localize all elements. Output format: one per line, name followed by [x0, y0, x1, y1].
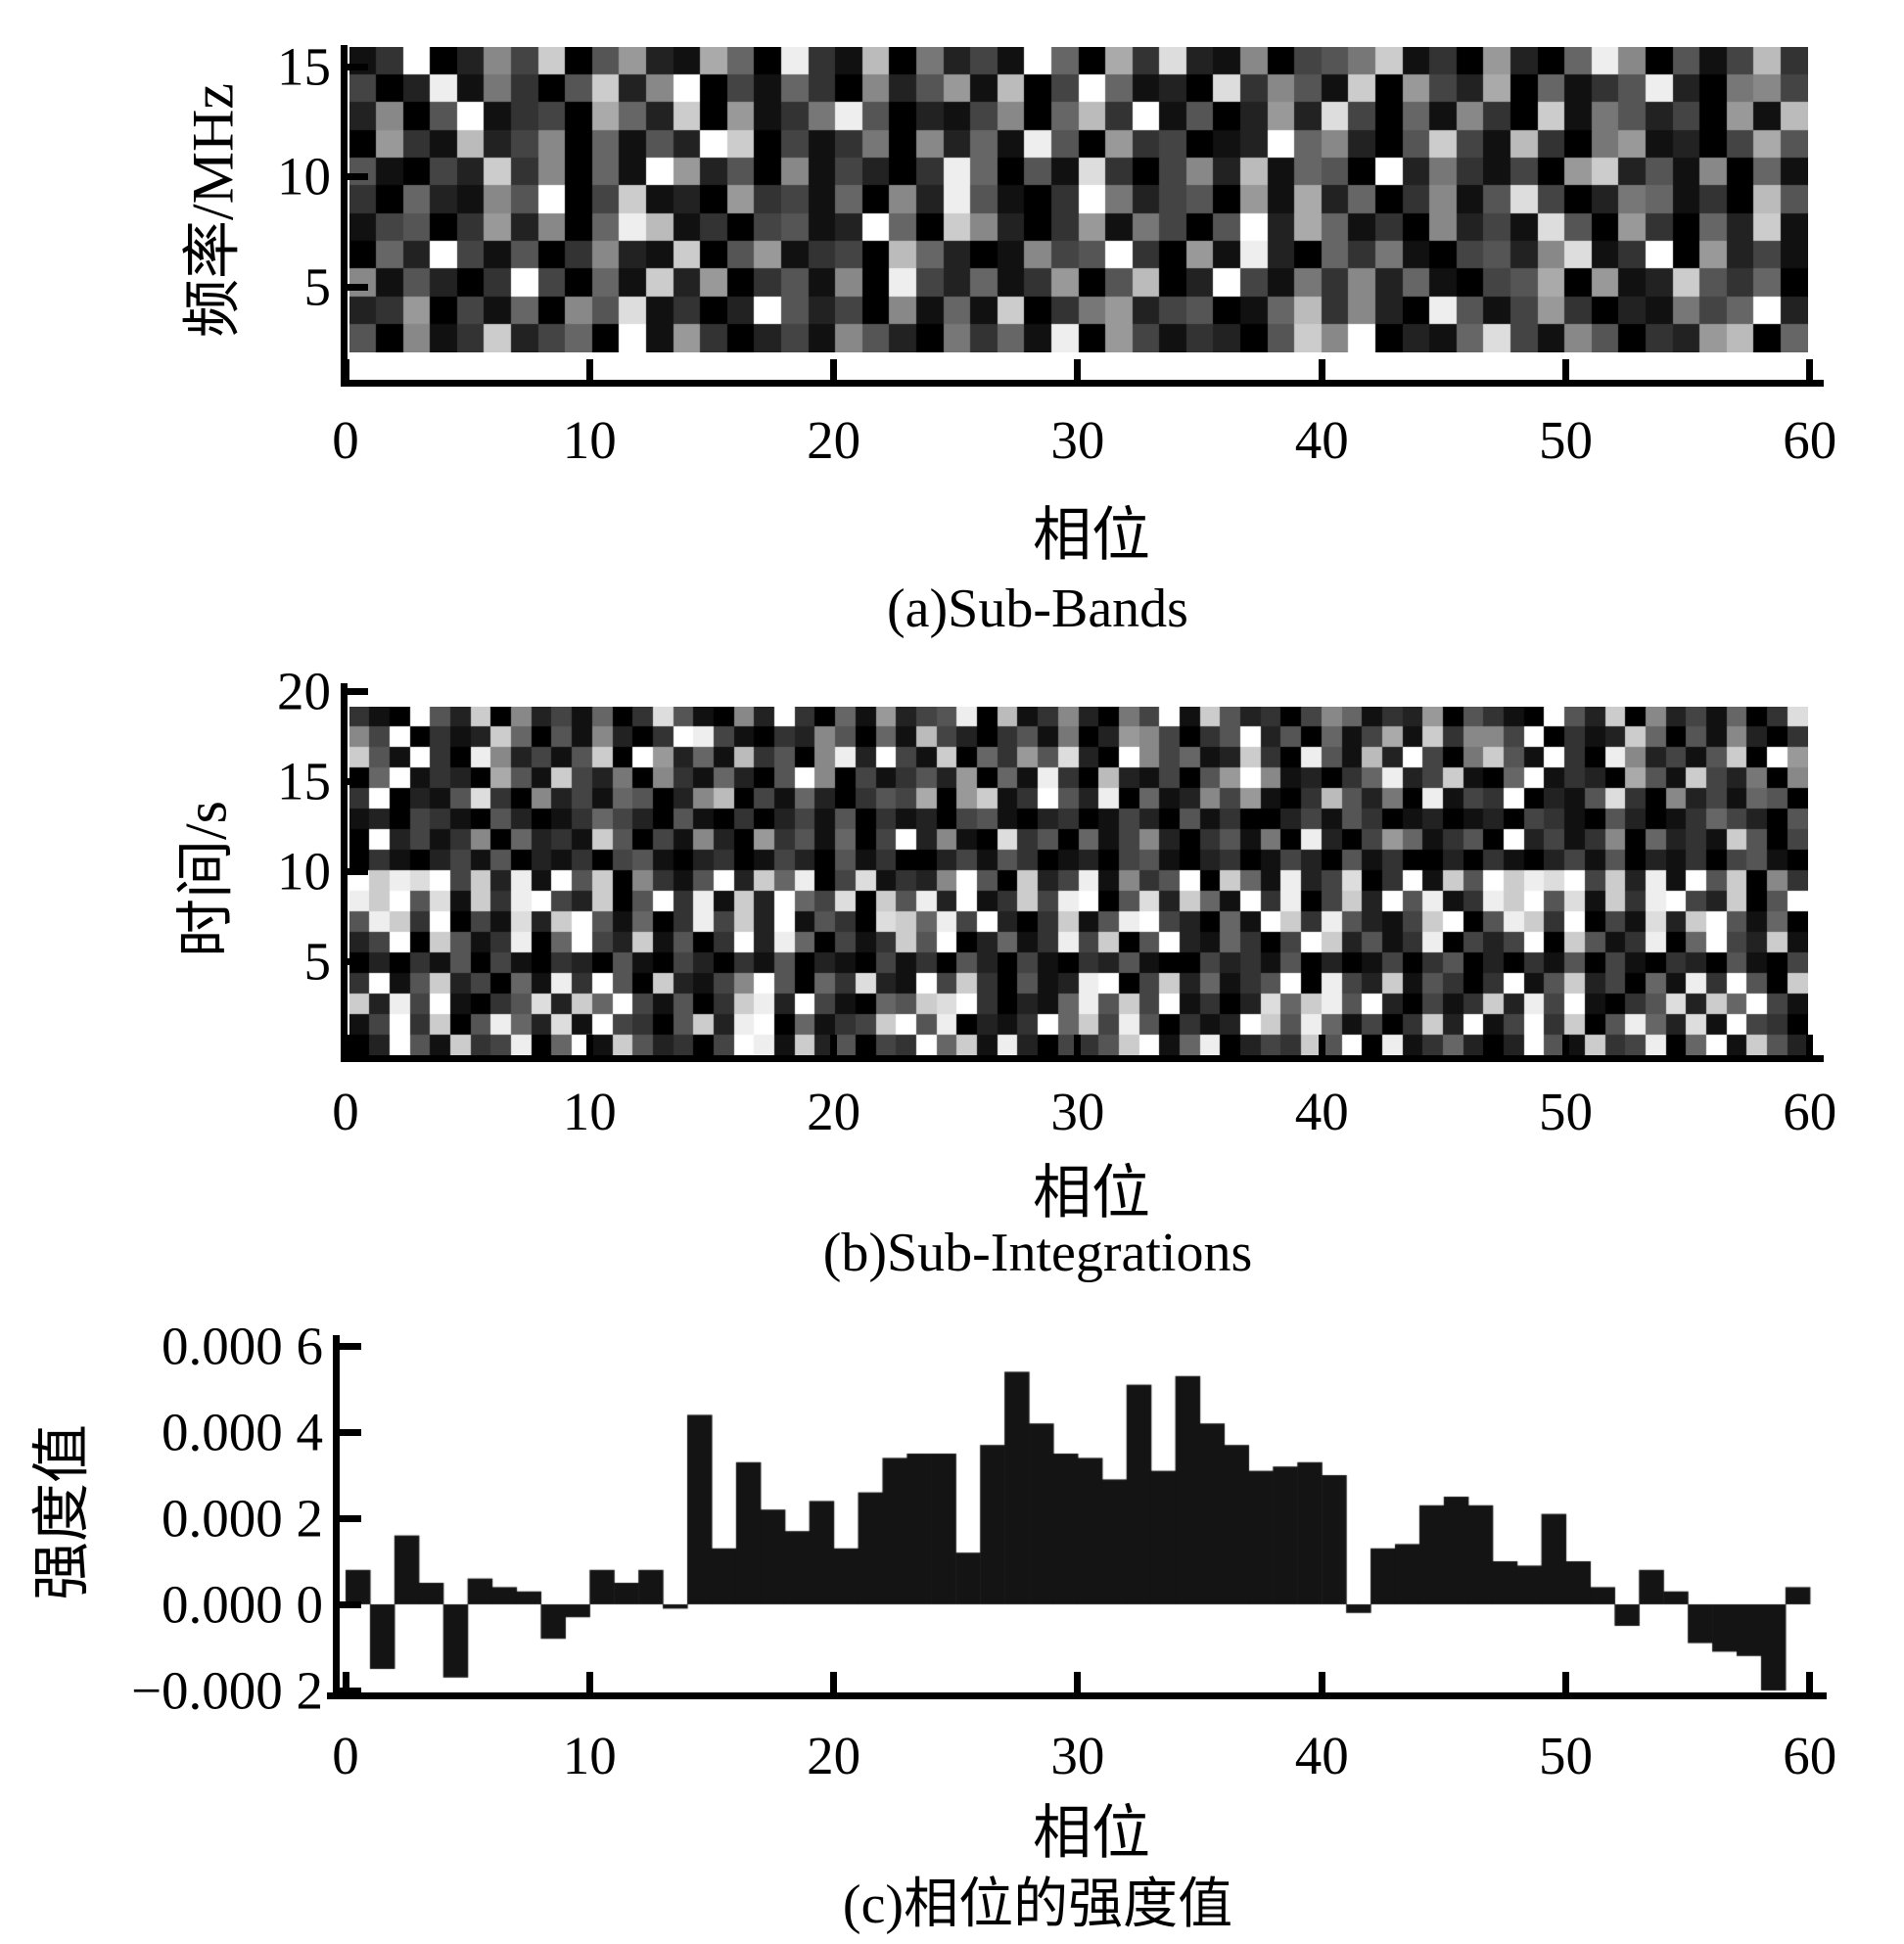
y-axis-line-a: [341, 45, 348, 387]
x-tick-label: 30: [1050, 410, 1105, 470]
y-tick: [340, 1342, 361, 1350]
x-tick-label: 0: [332, 410, 359, 470]
y-tick: [347, 957, 368, 965]
y-tick: [347, 777, 368, 785]
x-tick: [1562, 1035, 1569, 1056]
x-tick-label: 60: [1783, 410, 1837, 470]
heatmap-sub-bands: [349, 47, 1808, 352]
x-tick-label: 10: [562, 410, 617, 470]
y-tick-label: 5: [303, 256, 332, 317]
x-axis-line-c: [327, 1692, 1827, 1699]
x-tick-label: 30: [1050, 1082, 1105, 1141]
y-axis-line-b: [341, 683, 348, 1062]
x-tick-label: 0: [332, 1726, 359, 1785]
x-tick-label: 60: [1783, 1082, 1837, 1141]
x-tick: [342, 1035, 349, 1056]
y-tick: [347, 63, 368, 70]
x-tick-label: 50: [1539, 410, 1593, 470]
x-tick-label: 50: [1539, 1082, 1593, 1141]
y-tick: [347, 283, 368, 291]
x-tick: [830, 1035, 838, 1056]
x-tick: [1806, 1035, 1814, 1056]
x-tick-label: 40: [1294, 1726, 1349, 1785]
caption-sub-integrations: (b)Sub-Integrations: [822, 1223, 1253, 1283]
x-tick-label: 30: [1050, 1726, 1105, 1785]
x-axis-line-b: [341, 1055, 1824, 1062]
x-tick-label: 20: [807, 1082, 861, 1141]
x-tick: [1806, 359, 1814, 381]
x-tick-label: 10: [562, 1726, 617, 1785]
caption-intensity: (c)相位的强度值: [842, 1875, 1233, 1935]
x-tick-label: 60: [1783, 1726, 1837, 1785]
x-tick-label: 50: [1539, 1726, 1593, 1785]
x-tick: [1806, 1672, 1814, 1693]
x-tick: [1318, 1672, 1325, 1693]
x-tick-label: 40: [1294, 1082, 1349, 1141]
y-tick-label: 10: [277, 146, 331, 207]
y-tick-label: 5: [303, 931, 332, 992]
x-tick-label: 40: [1294, 410, 1349, 470]
x-axis-label-phase-b: 相位: [1033, 1161, 1150, 1226]
x-tick: [1318, 359, 1325, 381]
x-axis-label-phase-a: 相位: [1033, 503, 1150, 568]
y-tick-label: 15: [277, 751, 331, 811]
x-tick-label: 0: [332, 1082, 359, 1141]
x-tick: [830, 359, 838, 381]
y-tick-label: −0.000 2: [130, 1660, 323, 1721]
y-tick-label: 0.000 6: [162, 1316, 323, 1376]
y-tick-label: 0.000 2: [162, 1488, 323, 1549]
x-tick: [342, 1672, 349, 1693]
y-tick-label: 0.000 0: [162, 1574, 323, 1635]
x-tick: [585, 1035, 593, 1056]
y-tick: [347, 687, 368, 695]
x-tick: [1074, 1035, 1082, 1056]
x-tick: [1074, 359, 1082, 381]
y-tick-label: 10: [277, 841, 331, 902]
x-tick: [342, 359, 349, 381]
x-tick-label: 20: [807, 1726, 861, 1785]
x-axis-label-phase-c: 相位: [1033, 1801, 1150, 1866]
y-tick-label: 0.000 4: [162, 1402, 323, 1462]
x-tick: [830, 1672, 838, 1693]
y-tick: [347, 172, 368, 180]
x-tick: [1074, 1672, 1082, 1693]
x-tick: [1562, 359, 1569, 381]
y-tick: [340, 1687, 361, 1694]
y-tick: [340, 1600, 361, 1608]
x-tick: [585, 1672, 593, 1693]
y-tick: [340, 1428, 361, 1436]
x-tick: [585, 359, 593, 381]
heatmap-sub-integrations: [349, 707, 1808, 1055]
y-tick-label: 20: [277, 661, 331, 721]
y-axis-line-c: [333, 1335, 340, 1699]
y-tick-label: 15: [277, 36, 331, 97]
y-tick: [340, 1514, 361, 1522]
caption-sub-bands: (a)Sub-Bands: [887, 579, 1188, 639]
x-tick-label: 10: [562, 1082, 617, 1141]
bar-chart-intensity: [339, 1339, 1819, 1695]
x-tick: [1562, 1672, 1569, 1693]
x-axis-line-a: [341, 380, 1824, 387]
y-tick: [347, 867, 368, 875]
x-tick: [1318, 1035, 1325, 1056]
x-tick-label: 20: [807, 410, 861, 470]
